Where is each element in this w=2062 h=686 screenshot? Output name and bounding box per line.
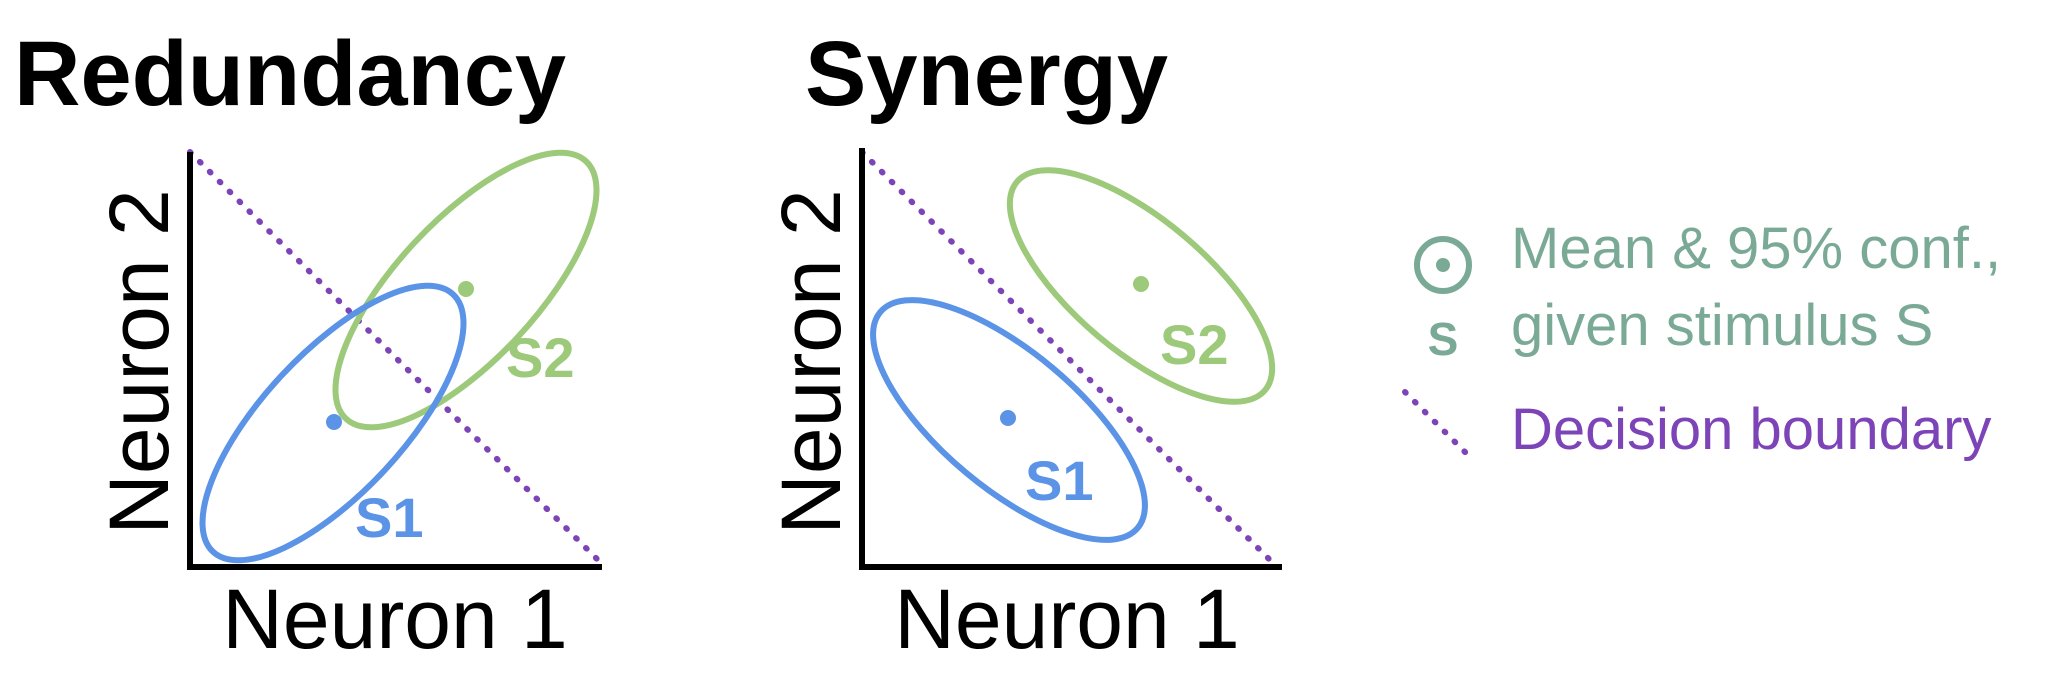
panel-synergy: Synergy S1 S2 Neuron 1 Neuron 2 [764, 23, 1282, 666]
x-axis-label: Neuron 1 [222, 572, 568, 666]
decision-boundary [187, 149, 601, 563]
dotted-diagonal-icon [1402, 389, 1476, 463]
y-axis-label: Neuron 2 [764, 189, 858, 535]
s2-confidence-ellipse [1006, 167, 1276, 405]
panel-title: Synergy [805, 23, 1168, 125]
s1-confidence-ellipse [199, 282, 467, 564]
y-axis-label: Neuron 2 [92, 189, 186, 535]
s1-label: S1 [355, 486, 424, 549]
panel-title: Redundancy [14, 23, 566, 125]
s1-mean-dot [1000, 410, 1016, 426]
s2-label: S2 [1160, 313, 1229, 376]
axes [859, 148, 1282, 570]
s2-mean-dot [1133, 276, 1149, 292]
x-axis-label: Neuron 1 [894, 572, 1240, 666]
s2-mean-dot [458, 281, 474, 297]
legend: S Mean & 95% conf., given stimulus S Dec… [1402, 216, 2001, 463]
s1-label: S1 [1025, 449, 1094, 512]
circle-dot-icon [1414, 236, 1472, 294]
panel-redundancy: Redundancy S1 S2 Neuron 1 Neuron 2 [14, 23, 602, 666]
s1-mean-dot [326, 414, 342, 430]
legend-mean-line2: given stimulus S [1511, 293, 1933, 358]
s2-confidence-ellipse [332, 149, 600, 431]
legend-mean-line1: Mean & 95% conf., [1511, 216, 2001, 281]
legend-stimulus-symbol: S [1428, 313, 1459, 365]
s1-confidence-ellipse [870, 297, 1148, 543]
axes [187, 152, 602, 570]
legend-boundary-label: Decision boundary [1511, 397, 1991, 462]
s2-label: S2 [506, 326, 575, 389]
decision-boundary [859, 149, 1273, 563]
